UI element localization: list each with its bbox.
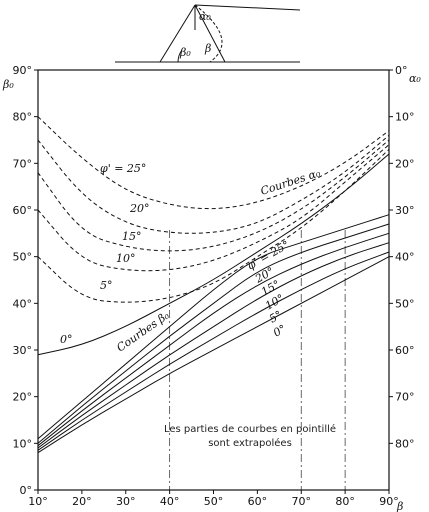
schematic-top-line [194,4,301,11]
curve-beta-phi-25 [37,214,390,440]
x-tick-label: 10° [28,495,48,508]
curve-beta-phi-0 [37,256,390,454]
y-right-tick-label: 80° [395,437,415,450]
alpha-phi-label: 15° [122,230,142,243]
y-left-axis-title: β₀ [2,78,14,91]
y-left-tick-label: 50° [13,251,33,264]
y-left-tick-label: 10° [13,437,33,450]
y-right-tick-label: 20° [395,157,415,170]
curve-beta-phi-15 [37,232,390,447]
slope-schematic [115,4,301,63]
curve-alpha-phi-15 [37,139,390,252]
x-tick-label: 80° [335,495,355,508]
y-right-tick-label: 40° [395,251,415,264]
x-tick-label: 30° [116,495,136,508]
y-right-tick-label: 10° [395,111,415,124]
axes-layer: 10° 20° 30° 40° 50° 60° 70° 80° 90°0°10°20°30°40… [13,64,415,508]
curve-beta-phi-10 [37,242,390,449]
schematic-alpha-label: α₀ [199,10,211,23]
labels-layer: ββ₀ α₀φ' = 25°20°15°10°5°0°φ' = 25°20°15°… [2,72,421,512]
alpha-phi-label: 20° [129,202,150,215]
beta-phi-label: 0° [271,322,288,340]
x-tick-label: 40° [160,495,180,508]
y-left-tick-label: 70° [13,157,33,170]
y-left-tick-label: 20° [13,391,33,404]
x-tick-label: 70° [292,495,312,508]
schematic-beta-label: β [204,42,211,55]
beta-phi-label: 5° [267,308,284,326]
y-left-tick-label: 40° [13,297,33,310]
curves-layer [37,116,390,454]
note-line: sont extrapolées [208,437,292,449]
alpha-phi-label: φ' = 25° [100,162,146,175]
y-left-tick-label: 80° [13,111,33,124]
y-right-tick-label: 50° [395,297,415,310]
y-left-tick-label: 0° [20,484,33,497]
schematic-failure-arc [194,4,223,63]
y-right-tick-label: 60° [395,344,415,357]
curve-alpha-phi-10 [37,144,390,272]
curve-beta-phi-5 [37,251,390,451]
curve-alpha-phi-25 [37,116,390,210]
y-right-tick-label: 70° [395,391,415,404]
schematic-slope-line [159,4,196,63]
x-axis-title: β [396,500,403,512]
y-left-tick-label: 90° [13,64,33,77]
x-tick-label: 50° [204,495,224,508]
y-right-axis-title: α₀ [409,72,421,85]
y-left-tick-label: 60° [13,204,33,217]
note-line: Les parties de courbes en pointillé [164,423,336,435]
y-right-tick-label: 30° [395,204,415,217]
alpha-phi-label: 0° [60,333,73,346]
schematic-beta0-label: β₀ [179,46,191,59]
x-tick-label: 20° [72,495,92,508]
x-tick-label: 60° [248,495,268,508]
y-left-tick-label: 30° [13,344,33,357]
curve-alpha-phi-20 [37,134,390,234]
schematic-radius-line [194,4,226,63]
curve-beta-phi-20 [37,223,390,444]
alpha-phi-label: 10° [116,252,136,265]
schematic-angle-arc [177,49,183,63]
x-tick-label: 90° [379,495,399,508]
curve-alpha-phi-0 [37,153,390,356]
alpha-phi-label: 5° [100,279,113,292]
grid-layer [169,230,346,490]
y-right-tick-label: 0° [395,64,408,77]
